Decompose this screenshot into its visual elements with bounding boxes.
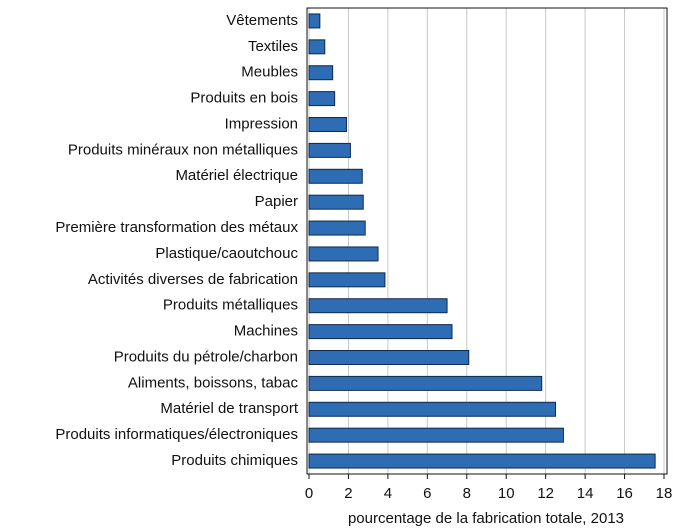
bar (308, 324, 453, 340)
x-tick-label: 2 (344, 485, 352, 502)
y-tick-label: Produits informatiques/électroniques (55, 426, 298, 443)
y-tick-label: Produits métalliques (163, 297, 298, 314)
x-tick-label: 0 (305, 485, 313, 502)
y-tick-label: Meubles (241, 64, 298, 81)
x-tick-label: 18 (656, 485, 673, 502)
bar (308, 168, 363, 184)
bar (308, 220, 366, 236)
y-tick-label: Première transformation des métaux (55, 219, 298, 236)
bar (308, 298, 448, 314)
y-tick-label: Textiles (248, 38, 298, 55)
y-tick-label: Matériel électrique (175, 167, 298, 184)
bar (308, 13, 321, 29)
bar (308, 117, 347, 132)
y-tick-label: Impression (225, 115, 298, 132)
y-tick-label: Vêtements (226, 12, 298, 29)
y-tick-label: Produits minéraux non métalliques (68, 141, 298, 158)
bar (308, 350, 470, 365)
x-tick-label: 12 (537, 485, 554, 502)
y-tick-label: Plastique/caoutchouc (155, 245, 298, 262)
x-tick-label: 4 (384, 485, 392, 502)
y-tick-label: Aliments, boissons, tabac (128, 374, 299, 391)
bar (308, 246, 379, 262)
y-tick-label: Produits chimiques (171, 452, 298, 469)
y-tick-label: Papier (255, 193, 298, 210)
bar (308, 65, 334, 81)
plot-frame (306, 7, 668, 475)
y-tick-label: Machines (234, 323, 298, 340)
bar (308, 453, 656, 469)
y-tick-label: Produits en bois (190, 90, 298, 107)
bar (308, 401, 557, 417)
y-tick-label: Matériel de transport (160, 400, 298, 417)
x-axis-label: pourcentage de la fabrication totale, 20… (348, 510, 624, 527)
y-tick-label: Activités diverses de fabrication (88, 271, 298, 288)
bar (308, 427, 564, 443)
x-tick-label: 6 (423, 485, 431, 502)
bar (308, 91, 336, 107)
bar (308, 39, 326, 55)
bar (308, 375, 543, 391)
bar (308, 272, 386, 288)
bar (308, 142, 351, 158)
x-tick-label: 8 (463, 485, 471, 502)
bar (308, 194, 364, 210)
x-tick-label: 16 (616, 485, 633, 502)
x-tick-label: 14 (577, 485, 594, 502)
y-tick-label: Produits du pétrole/charbon (114, 348, 298, 365)
x-tick-label: 10 (498, 485, 515, 502)
